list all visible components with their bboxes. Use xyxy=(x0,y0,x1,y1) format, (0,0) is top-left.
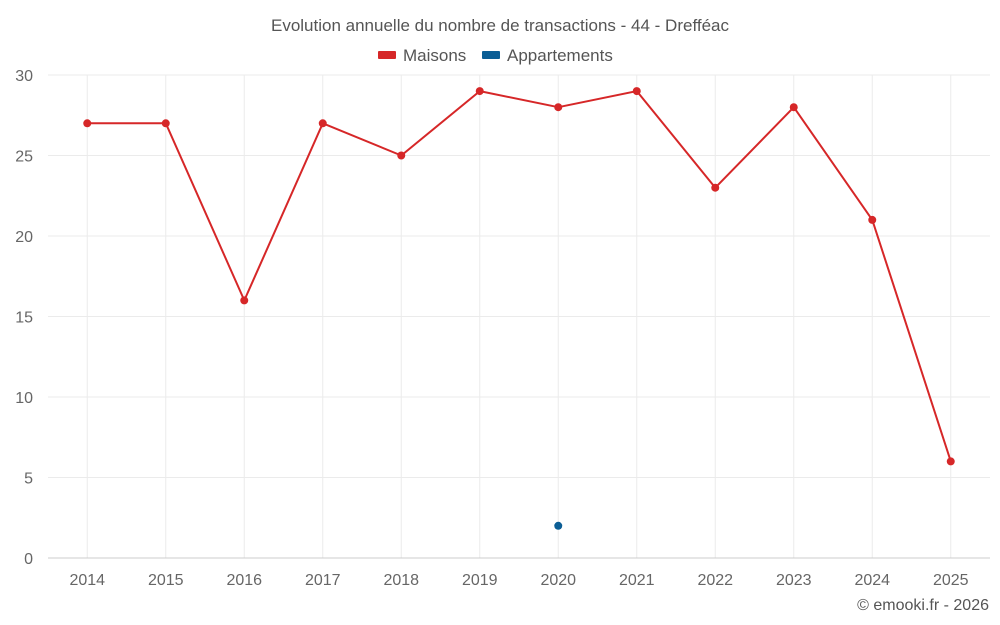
x-tick-label: 2025 xyxy=(933,572,969,589)
x-tick-label: 2022 xyxy=(697,572,733,589)
x-tick-label: 2018 xyxy=(383,572,419,589)
x-tick-label: 2023 xyxy=(776,572,812,589)
legend-label-maisons: Maisons xyxy=(403,46,466,65)
legend-swatch-appartements xyxy=(482,51,500,59)
data-point-maisons-2025[interactable] xyxy=(946,457,955,466)
data-point-maisons-2021[interactable] xyxy=(632,87,641,96)
data-point-maisons-2017[interactable] xyxy=(318,119,327,128)
x-axis: 2014 2015 2016 2017 2018 2019 2020 2021 2022 2023… xyxy=(48,557,990,589)
legend-item-maisons[interactable]: Maisons xyxy=(378,46,466,65)
x-tick-label: 2021 xyxy=(619,572,655,589)
chart-title: Evolution annuelle du nombre de transact… xyxy=(271,16,730,35)
data-point-maisons-2019[interactable] xyxy=(475,87,484,96)
data-point-maisons-2022[interactable] xyxy=(711,183,720,192)
x-tick-label: 2017 xyxy=(305,572,341,589)
data-point-maisons-2016[interactable] xyxy=(240,296,249,305)
y-tick-label: 15 xyxy=(15,310,33,327)
data-point-maisons-2014[interactable] xyxy=(83,119,92,128)
x-tick-label: 2020 xyxy=(540,572,576,589)
legend: Maisons Appartements xyxy=(378,46,613,65)
legend-label-appartements: Appartements xyxy=(507,46,613,65)
y-tick-label: 0 xyxy=(24,551,33,568)
gridlines xyxy=(48,74,990,558)
y-axis: 0 5 10 15 20 25 30 xyxy=(15,68,33,568)
y-tick-label: 10 xyxy=(15,390,33,407)
legend-swatch-maisons xyxy=(378,51,396,59)
data-point-maisons-2015[interactable] xyxy=(161,119,170,128)
y-tick-label: 20 xyxy=(15,229,33,246)
x-tick-label: 2014 xyxy=(69,572,105,589)
x-tick-label: 2015 xyxy=(148,572,184,589)
x-tick-label: 2024 xyxy=(854,572,890,589)
data-point-maisons-2023[interactable] xyxy=(789,103,798,112)
data-point-maisons-2020[interactable] xyxy=(554,103,563,112)
y-tick-label: 25 xyxy=(15,149,33,166)
series-maisons xyxy=(83,87,955,466)
data-point-appartements-2020[interactable] xyxy=(554,521,563,530)
data-point-maisons-2024[interactable] xyxy=(868,215,877,224)
series-line-maisons xyxy=(87,90,952,462)
plot-area xyxy=(83,87,955,530)
x-tick-label: 2019 xyxy=(462,572,498,589)
data-point-maisons-2018[interactable] xyxy=(397,151,406,160)
legend-item-appartements[interactable]: Appartements xyxy=(482,46,613,65)
x-tick-label: 2016 xyxy=(226,572,262,589)
y-tick-label: 30 xyxy=(15,68,33,85)
y-tick-label: 5 xyxy=(24,471,33,488)
credit-text: © emooki.fr - 2026 xyxy=(857,597,989,614)
series-appartements xyxy=(554,521,563,530)
